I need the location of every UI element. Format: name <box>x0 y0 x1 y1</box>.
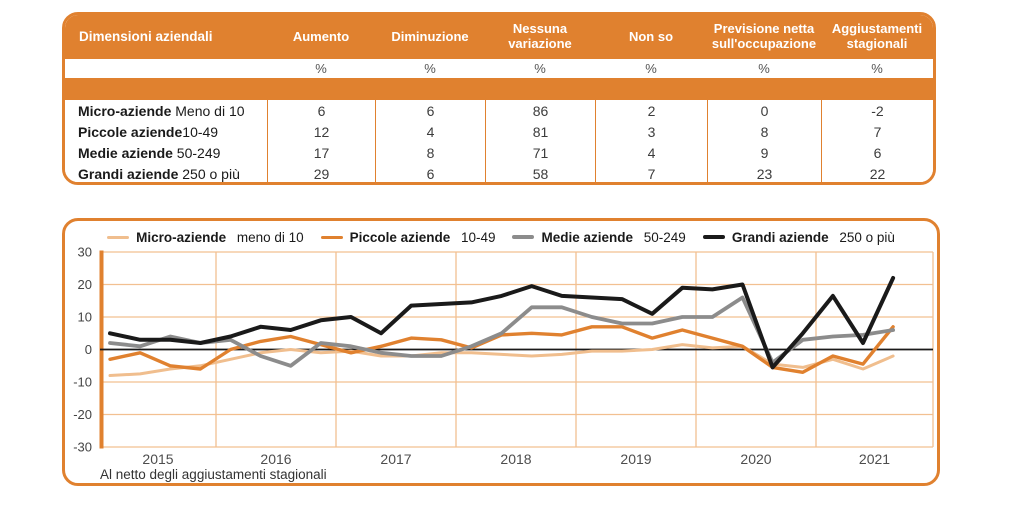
table-row: Micro-aziende Meno di 10 6 6 86 2 0 -2 <box>65 100 933 121</box>
legend-swatch-icon <box>320 235 343 239</box>
x-year-label: 2015 <box>142 451 173 467</box>
legend-item: Medie aziende 50-249 <box>512 230 686 245</box>
chart-legend: Micro-aziende meno di 10 Piccole aziende … <box>65 228 937 246</box>
table-row: Grandi aziende 250 o più 29 6 58 7 23 22 <box>65 163 933 182</box>
table-body: Micro-aziende Meno di 10 6 6 86 2 0 -2 Piccole … <box>65 100 933 182</box>
table-cell: 4 <box>595 142 707 163</box>
table-cell: 8 <box>707 121 821 142</box>
row-label: Grandi aziende 250 o più <box>78 165 240 182</box>
table-cell: 0 <box>707 100 821 121</box>
column-header: Aumento <box>292 28 350 44</box>
column-header: Aggiustamenti stagionali <box>831 21 923 51</box>
series-line-micro-aziende <box>108 343 895 377</box>
table-row: Piccole aziende 10-49 12 4 81 3 8 7 <box>65 121 933 142</box>
line-chart: 30 20 10 0 -10 -20 -30 2015 2016 2017 2018 2019 2020… <box>73 245 934 467</box>
table-cell: 6 <box>375 100 485 121</box>
y-tick-label: 20 <box>78 277 92 292</box>
table-unit-row: %%%%%% <box>65 59 933 78</box>
unit-cell: % <box>315 61 327 76</box>
row-label: Piccole aziende 10-49 <box>78 123 219 140</box>
summary-table: Dimensioni aziendali Aumento Diminuzione Ne… <box>62 12 936 185</box>
unit-cell: % <box>758 61 770 76</box>
x-year-label: 2017 <box>380 451 411 467</box>
table-cell: 86 <box>485 100 595 121</box>
table-header-row: Dimensioni aziendali Aumento Diminuzione Ne… <box>65 15 933 59</box>
series-line-grandi-aziende <box>108 276 896 370</box>
y-tick-label: 10 <box>78 310 92 325</box>
table-cell: 6 <box>821 142 933 163</box>
table-cell: 3 <box>595 121 707 142</box>
unit-cell: % <box>871 61 883 76</box>
column-header: Previsione netta sull'occupazione <box>711 21 817 51</box>
table-row: Medie aziende 50-249 17 8 71 4 9 6 <box>65 142 933 163</box>
legend-swatch-icon <box>512 235 535 239</box>
y-tick-label: -10 <box>73 375 92 390</box>
table-cell: 4 <box>375 121 485 142</box>
table-cell: 12 <box>267 121 375 142</box>
x-year-label: 2019 <box>620 451 651 467</box>
legend-item: Piccole aziende 10-49 <box>320 230 495 245</box>
legend-swatch-icon <box>702 235 725 239</box>
x-year-label: 2020 <box>740 451 771 467</box>
table-cell: 9 <box>707 142 821 163</box>
y-tick-label: 30 <box>78 245 92 260</box>
column-header: Diminuzione <box>391 28 469 44</box>
row-label: Micro-aziende Meno di 10 <box>78 102 245 119</box>
y-tick-label: 0 <box>85 342 92 357</box>
y-tick-label: -30 <box>73 440 92 455</box>
unit-cell: % <box>424 61 436 76</box>
x-year-label: 2016 <box>260 451 291 467</box>
table-cell: 29 <box>267 163 375 182</box>
x-year-label: 2018 <box>500 451 531 467</box>
table-cell: 2 <box>595 100 707 121</box>
unit-cell: % <box>645 61 657 76</box>
table-cell: 6 <box>267 100 375 121</box>
unit-cell: % <box>534 61 546 76</box>
column-header: Nessuna variazione <box>508 21 572 51</box>
table-cell: 71 <box>485 142 595 163</box>
table-cell: 7 <box>595 163 707 182</box>
legend-item: Micro-aziende meno di 10 <box>107 230 304 245</box>
table-cell: 23 <box>707 163 821 182</box>
column-header: Dimensioni aziendali <box>79 29 213 45</box>
table-cell: 7 <box>821 121 933 142</box>
chart-footnote: Al netto degli aggiustamenti stagionali <box>100 467 327 482</box>
table-cell: 81 <box>485 121 595 142</box>
table-divider-band <box>65 78 933 100</box>
table-cell: 8 <box>375 142 485 163</box>
column-header: Non so <box>628 28 674 44</box>
x-year-label: 2021 <box>859 451 890 467</box>
table-cell: 58 <box>485 163 595 182</box>
table-cell: 17 <box>267 142 375 163</box>
table-cell: 22 <box>821 163 933 182</box>
legend-swatch-icon <box>107 235 130 239</box>
row-label: Medie aziende 50-249 <box>78 144 221 161</box>
table-cell: 6 <box>375 163 485 182</box>
legend-item: Grandi aziende 250 o più <box>702 230 895 245</box>
y-tick-label: -20 <box>73 407 92 422</box>
table-cell: -2 <box>821 100 933 121</box>
chart-panel: Micro-aziende meno di 10 Piccole aziende … <box>62 218 940 486</box>
